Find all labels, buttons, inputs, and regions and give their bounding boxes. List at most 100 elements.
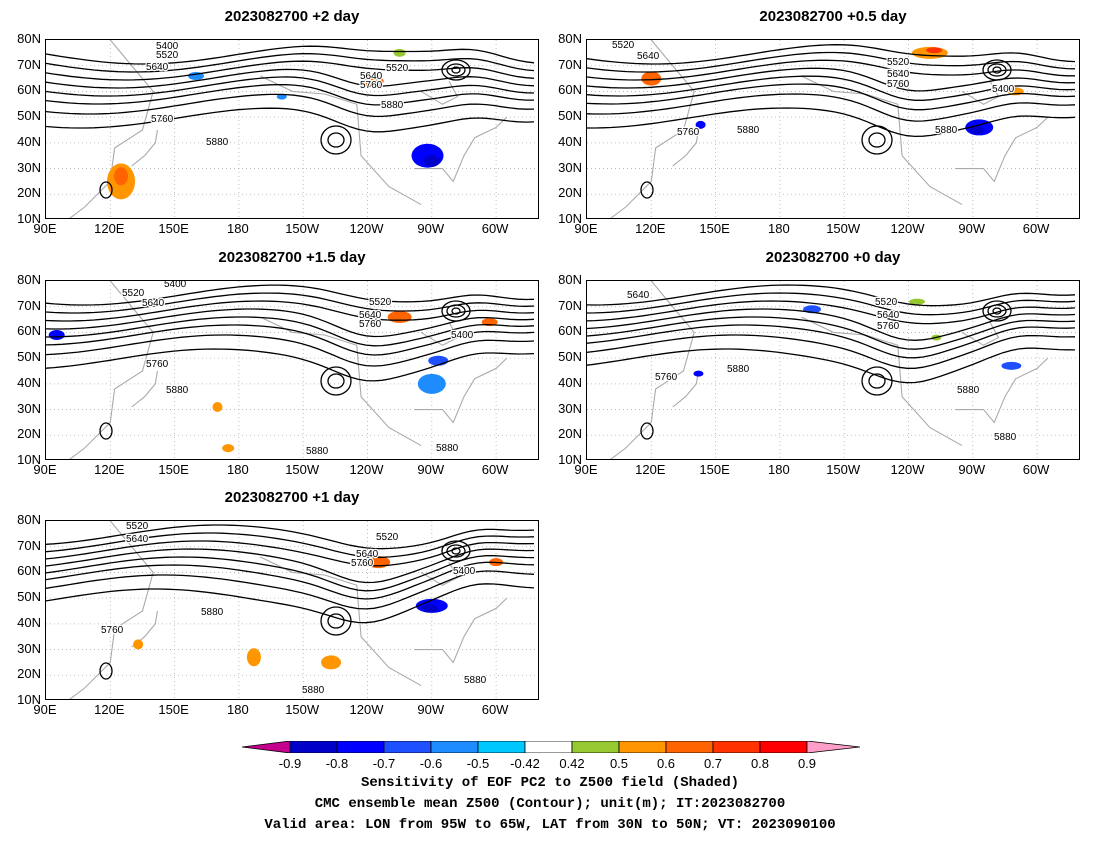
lat-tick-label: 20N bbox=[17, 185, 41, 201]
lat-tick-label: 70N bbox=[17, 537, 41, 553]
contour-line bbox=[46, 524, 535, 550]
contour-label: 5520 bbox=[156, 50, 179, 61]
lon-tick-label: 180 bbox=[768, 462, 790, 477]
colorbar-tick-label: -0.5 bbox=[466, 756, 490, 771]
lat-tick-label: 50N bbox=[17, 349, 41, 365]
contour-closed bbox=[640, 422, 654, 440]
contour-closed bbox=[327, 613, 345, 629]
contour-label: 5400 bbox=[451, 330, 474, 341]
lat-tick-label: 30N bbox=[558, 159, 582, 175]
contour-closed bbox=[640, 181, 654, 199]
contour-closed bbox=[446, 304, 466, 318]
contour-line bbox=[587, 107, 1076, 138]
lon-tick-label: 150E bbox=[158, 221, 189, 236]
map-plot: 5640 5520 5640 5760 5760 5880 5880 5880 bbox=[586, 280, 1080, 460]
shaded-region bbox=[114, 167, 129, 186]
lat-tick-label: 20N bbox=[558, 426, 582, 442]
contour-label: 5640 bbox=[356, 549, 379, 560]
shaded-region bbox=[1001, 361, 1022, 370]
colorbar-tick-label: 0.9 bbox=[797, 756, 817, 771]
panel-title: 2023082700 +0 day bbox=[765, 249, 901, 266]
contour-line bbox=[587, 93, 1076, 122]
lat-tick-label: 40N bbox=[17, 133, 41, 149]
contour-closed bbox=[861, 366, 893, 396]
contour-closed bbox=[327, 373, 345, 389]
gridlines bbox=[46, 281, 538, 459]
contour-label: 5400 bbox=[164, 281, 187, 290]
shaded-region bbox=[321, 655, 342, 670]
lat-tick-label: 60N bbox=[17, 82, 41, 98]
contour-line bbox=[587, 44, 1076, 65]
contour-closed bbox=[446, 544, 466, 558]
contour-closed bbox=[320, 125, 352, 155]
lat-tick-label: 50N bbox=[558, 108, 582, 124]
contour-label: 5640 bbox=[887, 69, 910, 80]
colorbar-segment bbox=[618, 741, 667, 753]
lat-tick-label: 30N bbox=[558, 400, 582, 416]
shaded-region bbox=[423, 154, 440, 167]
contour-label: 5760 bbox=[359, 319, 382, 330]
lat-tick-label: 40N bbox=[17, 374, 41, 390]
panel-plus-1-day: 2023082700 +1 day 5520 5640 5760 5880 5520 56… bbox=[17, 489, 539, 717]
lon-tick-label: 90E bbox=[33, 702, 57, 717]
lat-tick-label: 60N bbox=[17, 323, 41, 339]
shaded-region bbox=[48, 330, 65, 340]
z500-contours bbox=[587, 44, 1076, 199]
colorbar-tick-label: 0.42 bbox=[559, 756, 585, 771]
lon-tick-label: 120W bbox=[349, 462, 384, 477]
lon-tick-label: 60W bbox=[481, 462, 509, 477]
colorbar-tick-label: -0.42 bbox=[510, 756, 540, 771]
contour-line bbox=[587, 324, 1076, 359]
lon-tick-label: 150W bbox=[285, 462, 320, 477]
contour-label: 5520 bbox=[612, 40, 635, 51]
contour-closed bbox=[992, 307, 1002, 315]
contour-label: 5760 bbox=[677, 127, 700, 138]
shaded-region bbox=[212, 402, 223, 412]
colorbar-tick-label: -0.8 bbox=[325, 756, 349, 771]
caption-line-1: Sensitivity of EOF PC2 to Z500 field (Sh… bbox=[360, 775, 740, 791]
colorbar-segment bbox=[571, 741, 620, 753]
lon-tick-label: 120E bbox=[635, 462, 666, 477]
gridlines bbox=[587, 40, 1079, 218]
contour-line bbox=[587, 334, 1076, 369]
colorbar-segment bbox=[712, 741, 761, 753]
contour-line bbox=[46, 555, 535, 592]
contour-line bbox=[46, 300, 535, 322]
contour-closed bbox=[99, 181, 113, 199]
contour-closed bbox=[992, 66, 1002, 74]
colorbar-tick-label: 0.5 bbox=[609, 756, 629, 771]
lon-tick-label: 120E bbox=[635, 221, 666, 236]
contour-closed bbox=[868, 373, 886, 389]
contour-closed bbox=[451, 66, 461, 74]
contour-label: 5640 bbox=[360, 71, 383, 82]
lat-tick-label: 70N bbox=[558, 297, 582, 313]
contour-label: 5640 bbox=[126, 534, 149, 545]
contour-line bbox=[46, 68, 535, 89]
lon-tick-label: 150W bbox=[285, 702, 320, 717]
contour-closed bbox=[446, 63, 466, 77]
lat-tick-label: 70N bbox=[17, 56, 41, 72]
lon-tick-label: 90W bbox=[958, 462, 986, 477]
lon-tick-label: 120W bbox=[890, 221, 925, 236]
lat-tick-label: 20N bbox=[17, 666, 41, 682]
lon-tick-label: 150W bbox=[826, 221, 861, 236]
lon-tick-label: 60W bbox=[481, 702, 509, 717]
lon-tick-label: 120W bbox=[349, 702, 384, 717]
contour-closed bbox=[868, 132, 886, 148]
lon-tick-label: 180 bbox=[227, 702, 249, 717]
contour-line bbox=[46, 532, 535, 558]
lat-tick-label: 30N bbox=[17, 640, 41, 656]
contour-closed bbox=[99, 422, 113, 440]
lon-tick-label: 120E bbox=[94, 462, 125, 477]
contour-closed bbox=[441, 540, 471, 562]
contour-closed bbox=[982, 59, 1012, 81]
contour-label: 5400 bbox=[992, 84, 1015, 95]
colorbar-tick-label: 0.7 bbox=[703, 756, 723, 771]
coastlines bbox=[69, 281, 508, 459]
colorbar-extend-max bbox=[806, 741, 860, 753]
shaded-region bbox=[421, 604, 438, 613]
shaded-region bbox=[393, 48, 406, 57]
